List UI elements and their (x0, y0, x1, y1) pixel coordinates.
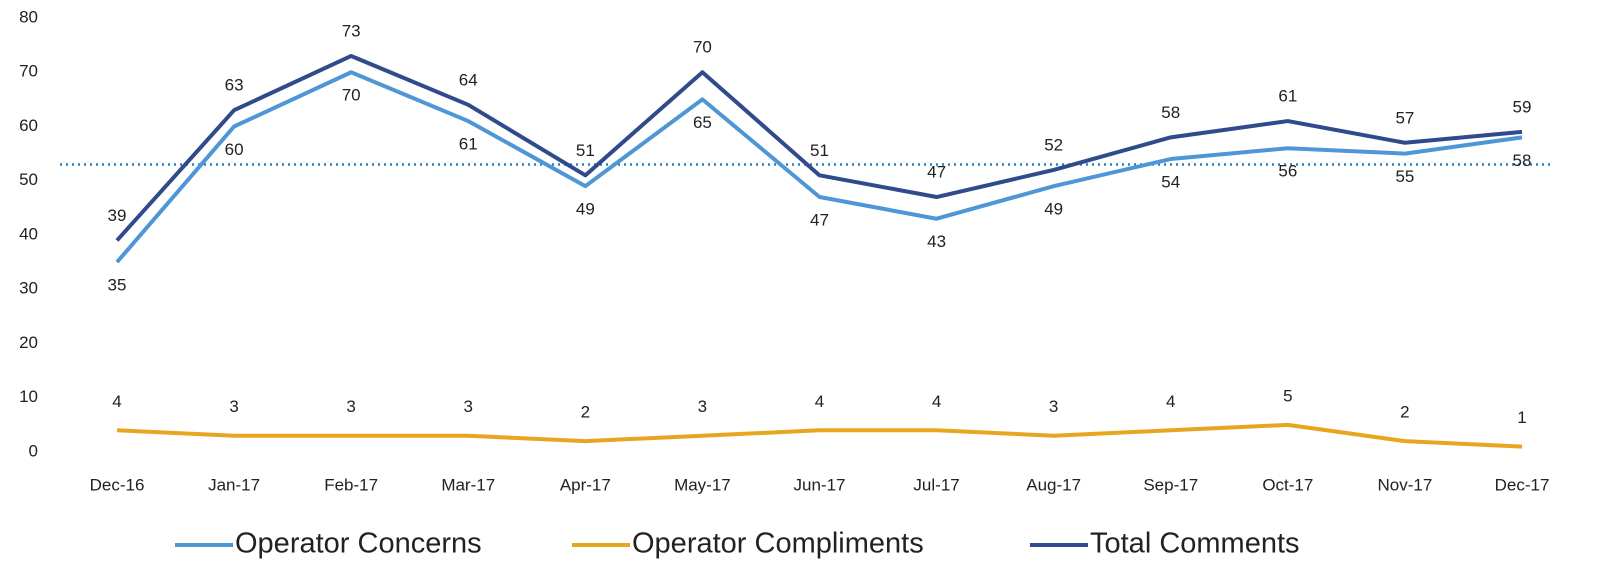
data-label: 3 (698, 397, 707, 416)
y-tick-label: 0 (29, 441, 38, 460)
data-label: 3 (1049, 397, 1058, 416)
data-label: 58 (1161, 103, 1180, 122)
x-tick-label: Nov-17 (1378, 475, 1433, 494)
y-tick-label: 60 (19, 116, 38, 135)
data-label: 59 (1513, 97, 1532, 116)
data-label: 63 (225, 76, 244, 95)
data-label: 4 (932, 392, 941, 411)
data-label: 61 (1278, 87, 1297, 106)
data-label: 55 (1395, 167, 1414, 186)
data-label: 3 (346, 397, 355, 416)
legend-text: Operator Concerns (235, 528, 482, 560)
x-tick-label: Mar-17 (441, 475, 495, 494)
data-label: 70 (342, 86, 361, 105)
data-label: 56 (1278, 162, 1297, 181)
y-tick-label: 80 (19, 7, 38, 26)
series-line (116, 422, 1523, 449)
series-line (115, 53, 1523, 242)
x-tick-label: Jul-17 (913, 475, 959, 494)
data-label: 51 (810, 141, 829, 160)
data-label: 65 (693, 113, 712, 132)
data-label: 4 (112, 392, 121, 411)
x-tick-label: Feb-17 (324, 475, 378, 494)
data-label: 58 (1513, 151, 1532, 170)
x-tick-label: Apr-17 (560, 475, 611, 494)
x-tick-label: Dec-17 (1495, 475, 1550, 494)
data-label: 70 (693, 38, 712, 57)
data-label: 5 (1283, 386, 1292, 405)
data-label: 51 (576, 141, 595, 160)
y-tick-label: 10 (19, 387, 38, 406)
data-label: 47 (810, 211, 829, 230)
x-tick-label: Sep-17 (1143, 475, 1198, 494)
y-tick-label: 50 (19, 170, 38, 189)
data-label: 1 (1517, 408, 1526, 427)
y-tick-label: 40 (19, 224, 38, 243)
y-tick-label: 20 (19, 333, 38, 352)
x-tick-label: May-17 (674, 475, 731, 494)
x-tick-label: Jan-17 (208, 475, 260, 494)
x-tick-label: Aug-17 (1026, 475, 1081, 494)
x-tick-label: Jun-17 (794, 475, 846, 494)
data-label: 43 (927, 232, 946, 251)
data-label: 3 (229, 397, 238, 416)
data-label: 54 (1161, 173, 1180, 192)
data-label: 2 (1400, 403, 1409, 422)
data-label: 3 (464, 397, 473, 416)
data-label: 61 (459, 135, 478, 154)
data-label: 57 (1395, 108, 1414, 127)
y-tick-label: 30 (19, 279, 38, 298)
legend-text: Total Comments (1090, 528, 1300, 560)
data-label: 73 (342, 21, 361, 40)
data-label: 52 (1044, 135, 1063, 154)
series-line (115, 70, 1523, 264)
data-label: 49 (576, 200, 595, 219)
y-tick-label: 70 (19, 62, 38, 81)
x-tick-label: Oct-17 (1262, 475, 1313, 494)
data-label: 60 (225, 140, 244, 159)
data-label: 47 (927, 163, 946, 182)
x-tick-label: Dec-16 (90, 475, 145, 494)
data-label: 4 (1166, 392, 1175, 411)
data-label: 39 (108, 206, 127, 225)
data-label: 35 (108, 276, 127, 295)
data-label: 49 (1044, 200, 1063, 219)
legend-text: Operator Compliments (632, 528, 924, 560)
data-label: 2 (581, 403, 590, 422)
data-label: 4 (815, 392, 824, 411)
data-label: 64 (459, 70, 478, 89)
